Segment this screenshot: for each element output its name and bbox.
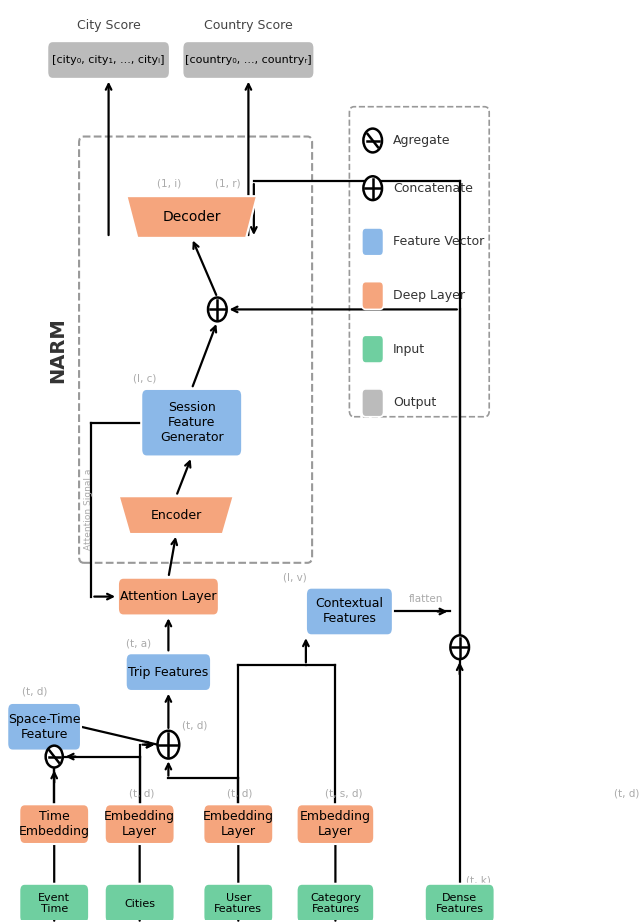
Circle shape	[208, 298, 227, 322]
Text: Attention Layer: Attention Layer	[120, 590, 217, 603]
FancyBboxPatch shape	[105, 883, 175, 923]
Text: Embedding
Layer: Embedding Layer	[104, 810, 175, 838]
Text: Cities: Cities	[124, 899, 155, 908]
FancyBboxPatch shape	[47, 42, 170, 79]
Text: Feature Vector: Feature Vector	[393, 236, 484, 249]
FancyBboxPatch shape	[204, 804, 273, 844]
FancyBboxPatch shape	[296, 804, 374, 844]
Text: Dense
Features: Dense Features	[436, 893, 484, 915]
Circle shape	[451, 636, 469, 659]
Text: (1, i): (1, i)	[157, 178, 181, 188]
FancyBboxPatch shape	[125, 653, 211, 691]
FancyBboxPatch shape	[182, 42, 314, 79]
Text: (1, r): (1, r)	[215, 178, 241, 188]
Text: (l, v): (l, v)	[283, 573, 307, 583]
FancyBboxPatch shape	[141, 389, 242, 456]
Circle shape	[364, 176, 382, 201]
Polygon shape	[127, 196, 257, 237]
FancyBboxPatch shape	[306, 588, 393, 636]
Text: Space-Time
Feature: Space-Time Feature	[8, 712, 81, 741]
Text: Contextual
Features: Contextual Features	[316, 598, 383, 626]
Polygon shape	[118, 496, 234, 534]
FancyBboxPatch shape	[19, 883, 89, 923]
Text: NARM: NARM	[48, 317, 67, 383]
Circle shape	[364, 128, 382, 152]
Text: (t, d): (t, d)	[227, 788, 253, 798]
FancyBboxPatch shape	[362, 282, 383, 310]
FancyBboxPatch shape	[118, 578, 219, 615]
Text: [country₀, ..., countryᵣ]: [country₀, ..., countryᵣ]	[185, 55, 312, 65]
Text: Input: Input	[393, 343, 425, 356]
FancyBboxPatch shape	[204, 883, 273, 923]
Text: Deep Layer: Deep Layer	[393, 289, 465, 302]
Text: Event
Time: Event Time	[38, 893, 70, 915]
Text: Decoder: Decoder	[163, 210, 221, 224]
Text: Concatenate: Concatenate	[393, 182, 473, 195]
Text: City Score: City Score	[77, 19, 140, 32]
Text: Country Score: Country Score	[204, 19, 292, 32]
Text: (t, s, d): (t, s, d)	[324, 788, 362, 798]
Text: Attention Signal a: Attention Signal a	[84, 469, 93, 551]
Text: Session
Feature
Generator: Session Feature Generator	[160, 401, 223, 444]
Text: [city₀, city₁, ..., cityᵢ]: [city₀, city₁, ..., cityᵢ]	[52, 55, 165, 65]
Text: Trip Features: Trip Features	[128, 665, 209, 678]
Text: Time
Embedding: Time Embedding	[19, 810, 90, 838]
Text: Output: Output	[393, 396, 436, 409]
Text: flatten: flatten	[409, 593, 444, 603]
Text: (l, c): (l, c)	[134, 374, 157, 384]
Text: Agregate: Agregate	[393, 134, 451, 147]
Text: User
Features: User Features	[214, 893, 262, 915]
Text: (t, d): (t, d)	[182, 721, 208, 731]
FancyBboxPatch shape	[362, 335, 383, 363]
Text: Encoder: Encoder	[150, 508, 202, 522]
FancyBboxPatch shape	[362, 228, 383, 256]
FancyBboxPatch shape	[425, 883, 495, 923]
FancyBboxPatch shape	[296, 883, 374, 923]
FancyBboxPatch shape	[105, 804, 175, 844]
Circle shape	[157, 731, 179, 759]
Text: Category
Features: Category Features	[310, 893, 361, 915]
Circle shape	[45, 746, 63, 768]
FancyBboxPatch shape	[7, 703, 81, 750]
FancyBboxPatch shape	[19, 804, 89, 844]
Text: (t, k): (t, k)	[466, 876, 491, 886]
FancyBboxPatch shape	[362, 389, 383, 417]
Text: (t, d): (t, d)	[22, 687, 47, 697]
Text: Embedding
Layer: Embedding Layer	[203, 810, 274, 838]
Text: (t, a): (t, a)	[125, 638, 151, 649]
Text: (t, d): (t, d)	[614, 788, 639, 798]
Text: (t, d): (t, d)	[129, 788, 154, 798]
Text: Embedding
Layer: Embedding Layer	[300, 810, 371, 838]
